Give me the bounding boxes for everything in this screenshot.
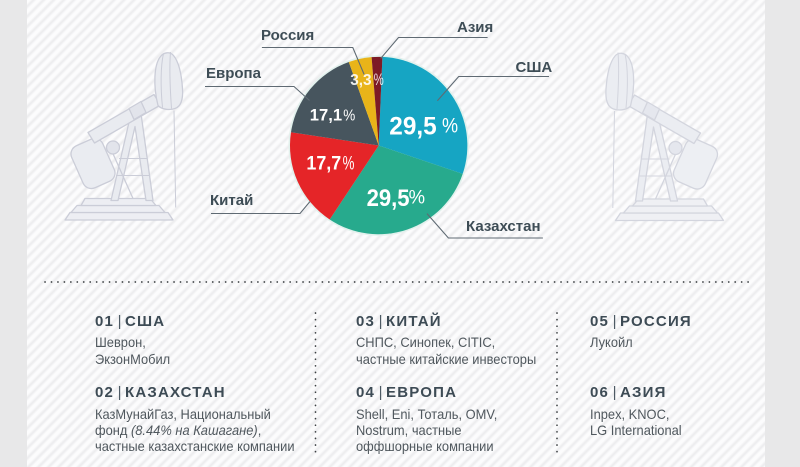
svg-text:29,5: 29,5	[389, 113, 436, 141]
svg-text:%: %	[374, 70, 384, 89]
svg-text:3,3: 3,3	[350, 72, 371, 89]
svg-text:%: %	[409, 187, 425, 209]
svg-text:17,7: 17,7	[306, 154, 341, 175]
svg-text:29,5: 29,5	[367, 185, 410, 212]
svg-text:17,1: 17,1	[310, 106, 342, 125]
svg-text:%: %	[343, 154, 355, 175]
svg-text:%: %	[442, 115, 458, 138]
svg-text:%: %	[343, 108, 355, 125]
